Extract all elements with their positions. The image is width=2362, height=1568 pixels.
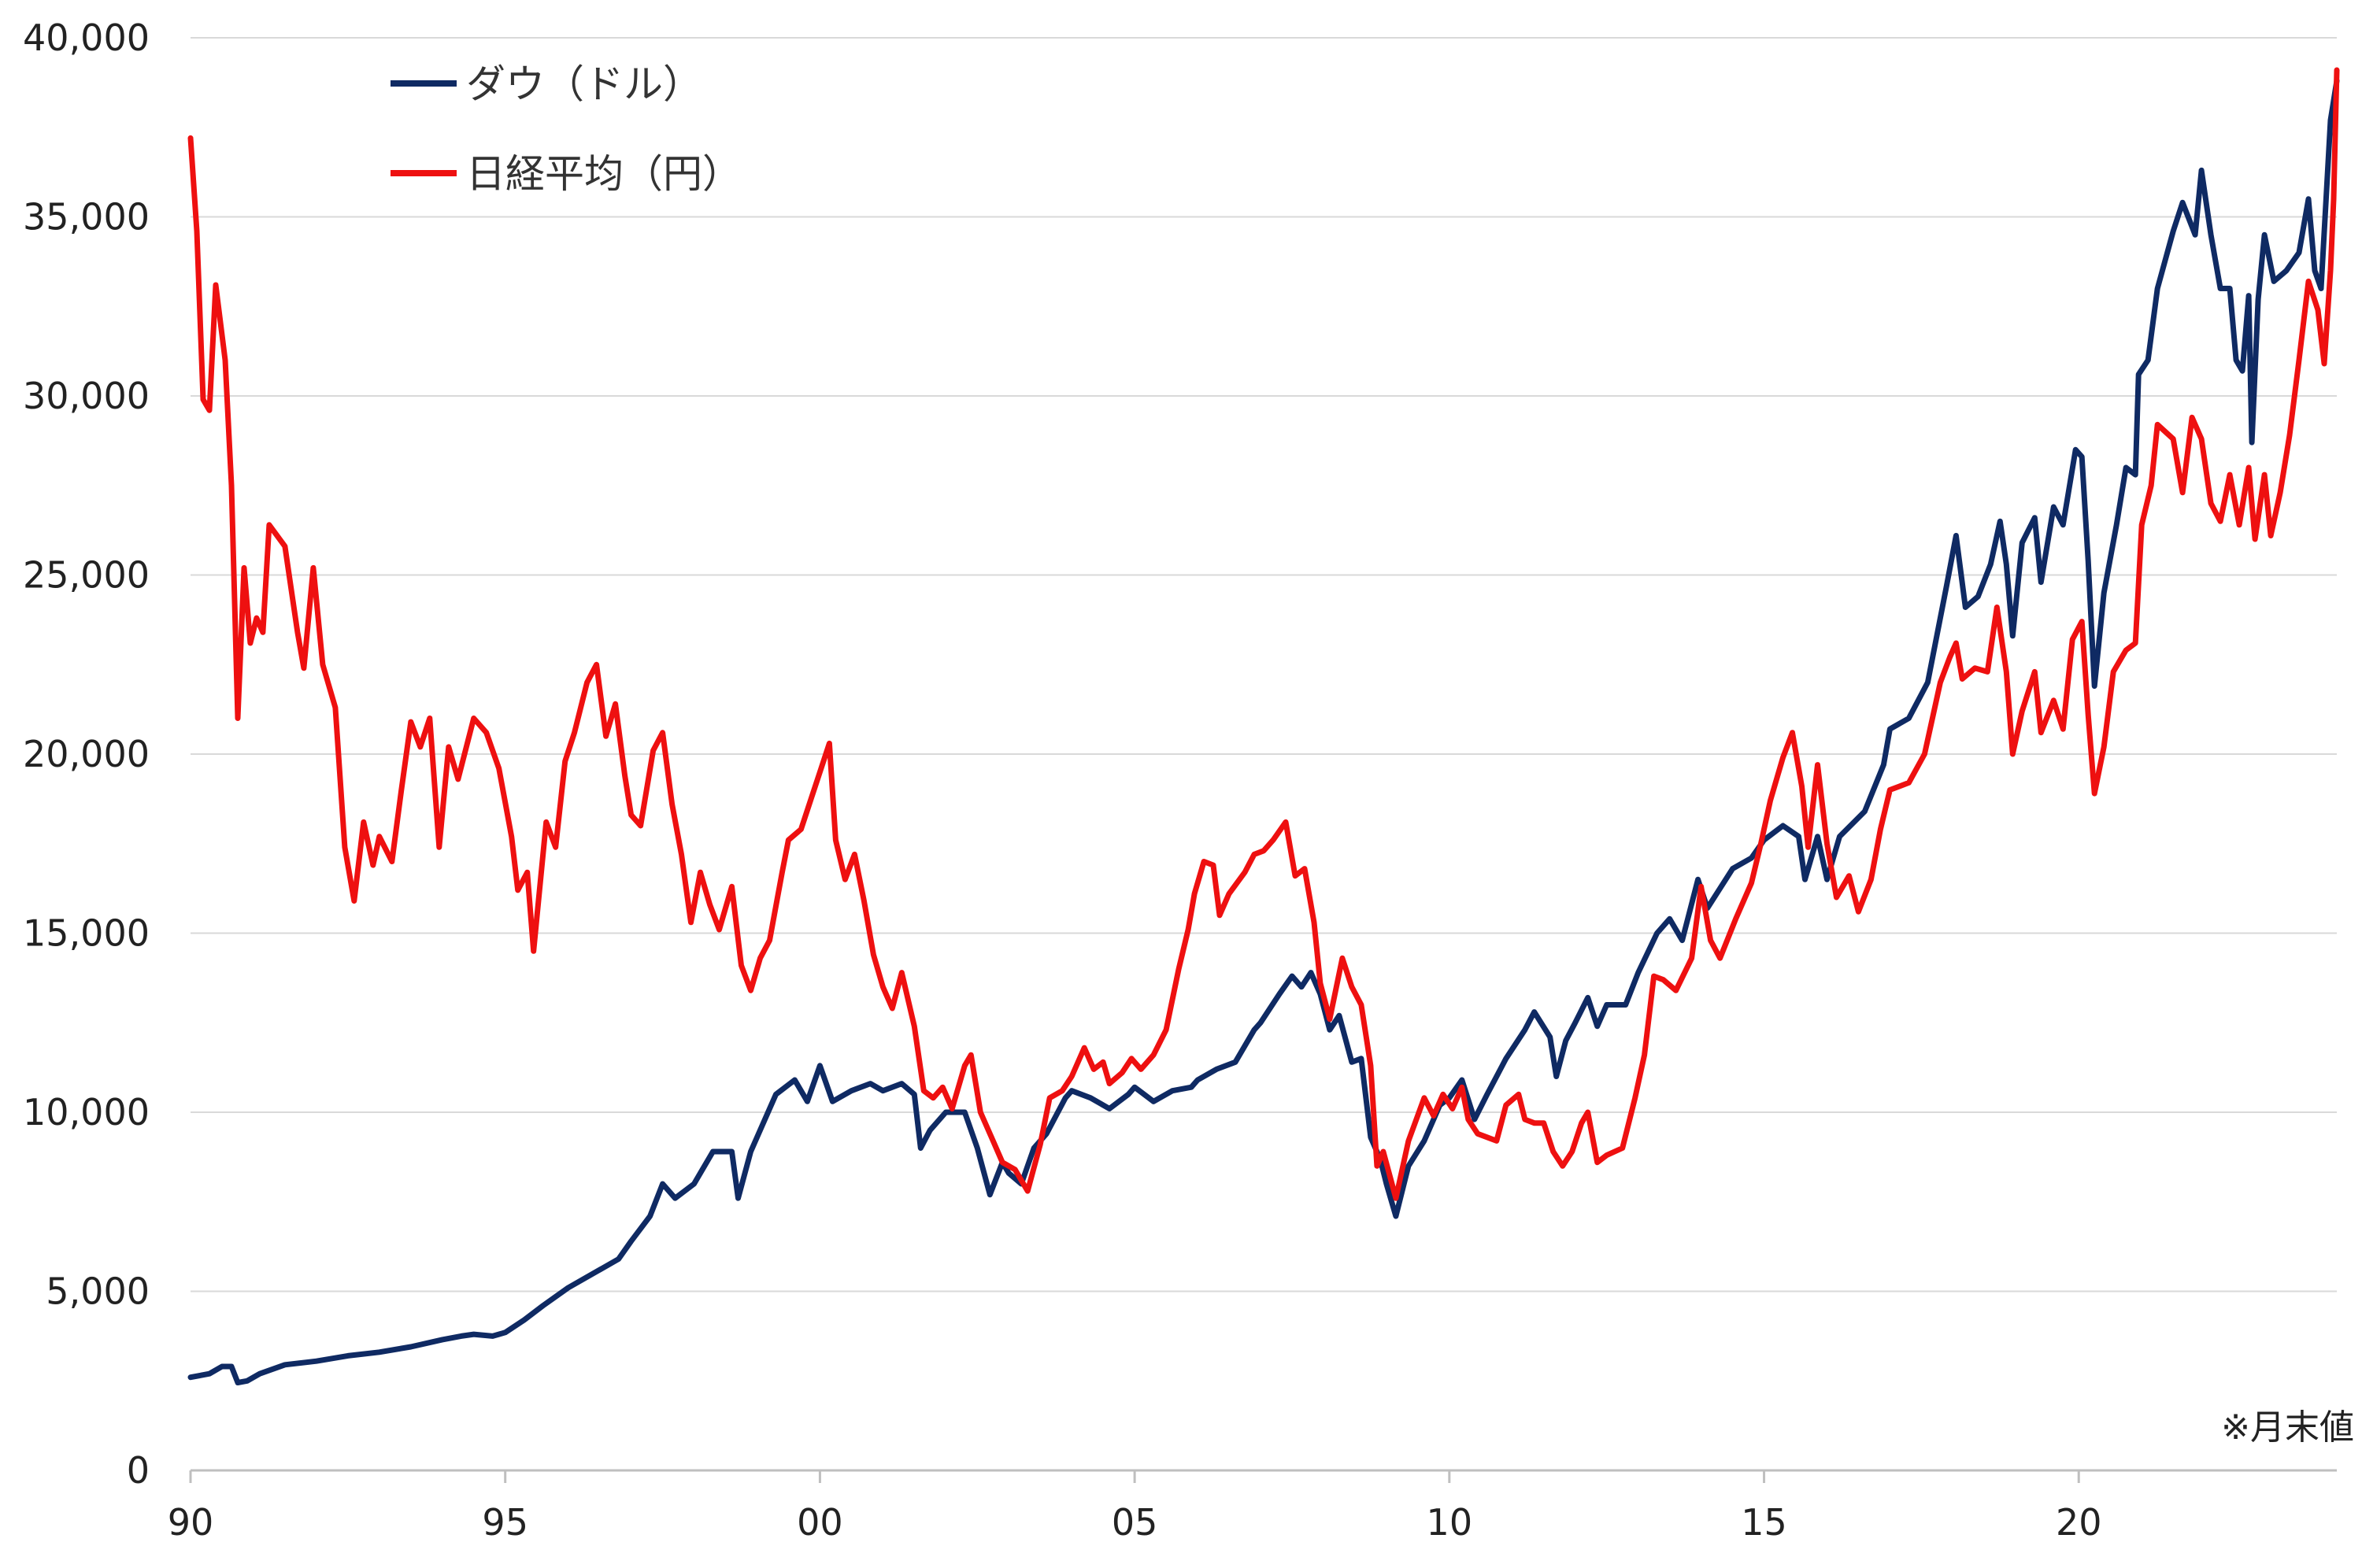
gridlines — [191, 37, 2337, 1292]
x-tick-label: 90 — [168, 1501, 214, 1544]
y-tick-label: 40,000 — [23, 17, 150, 59]
y-tick-label: 35,000 — [23, 196, 150, 239]
y-tick-label: 30,000 — [23, 375, 150, 417]
legend: ダウ（ドル） 日経平均（円） — [391, 61, 742, 197]
y-tick-label: 20,000 — [23, 733, 150, 775]
x-tick-label: 10 — [1427, 1501, 1473, 1544]
x-tick-label: 05 — [1112, 1501, 1158, 1544]
x-tick-label: 20 — [2056, 1501, 2102, 1544]
legend-label-nikkei: 日経平均（円） — [466, 151, 742, 197]
x-axis: 90 95 00 05 10 15 20 — [168, 1469, 2337, 1544]
y-tick-label: 15,000 — [23, 912, 150, 955]
y-tick-label: 25,000 — [23, 554, 150, 597]
note-month-end: ※月末値 — [2221, 1407, 2354, 1448]
legend-label-dow: ダウ（ドル） — [466, 61, 702, 107]
x-tick-label: 15 — [1741, 1501, 1787, 1544]
x-tick-label: 95 — [482, 1501, 528, 1544]
y-tick-label: 0 — [127, 1449, 150, 1492]
series-lines — [187, 67, 2340, 1385]
y-tick-label: 5,000 — [46, 1270, 150, 1313]
x-tick-label: 00 — [797, 1501, 843, 1544]
y-axis: 0 5,000 10,000 15,000 20,000 25,000 30,000 35,0… — [23, 17, 150, 1492]
series-line-nikkei — [187, 67, 2340, 1201]
series-line-dow — [187, 78, 2340, 1385]
y-tick-label: 10,000 — [23, 1091, 150, 1133]
